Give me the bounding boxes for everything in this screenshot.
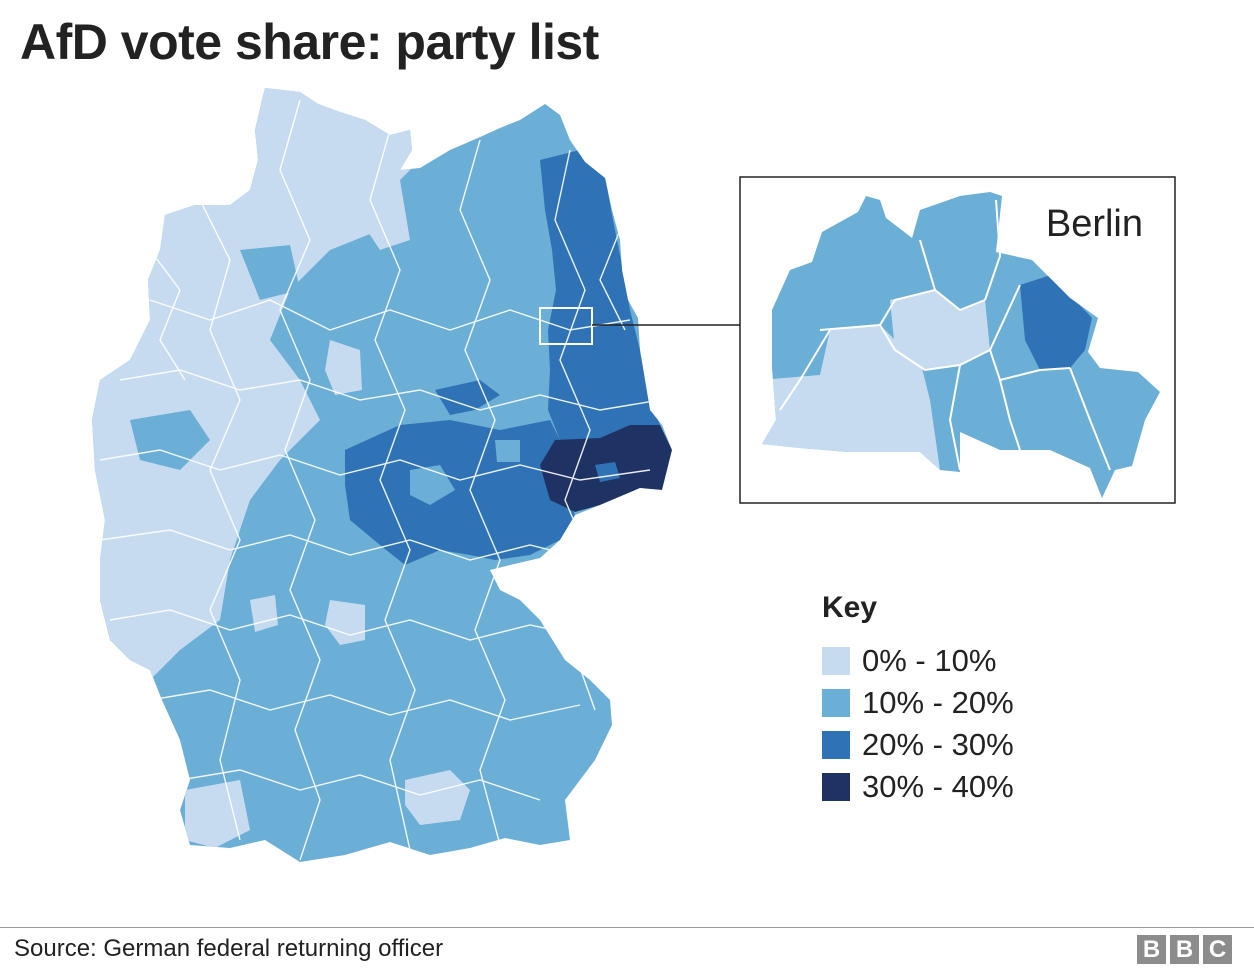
region-northeast-high bbox=[540, 150, 660, 445]
legend-label-10-20: 10% - 20% bbox=[862, 685, 1014, 720]
region-south-low-1 bbox=[185, 780, 250, 848]
region-northwest-mid bbox=[240, 245, 300, 300]
legend-swatch-0-10 bbox=[822, 647, 850, 675]
berlin-district-center-low bbox=[890, 290, 990, 370]
bbc-logo-letter-1: B bbox=[1137, 935, 1166, 964]
germany-map bbox=[92, 88, 672, 862]
bbc-logo-letter-3: C bbox=[1203, 935, 1232, 964]
region-ruhr-mid bbox=[130, 410, 210, 470]
legend-label-30-40: 30% - 40% bbox=[862, 769, 1014, 804]
legend-title: Key bbox=[822, 591, 878, 624]
footer-divider bbox=[0, 927, 1254, 928]
legend-item-20-30: 20% - 30% bbox=[822, 724, 1014, 766]
legend-item-30-40: 30% - 40% bbox=[822, 766, 1014, 808]
berlin-locator-box bbox=[539, 307, 593, 345]
legend: Key 0% - 10% 10% - 20% 20% - 30% 30% - 4… bbox=[822, 590, 1014, 808]
region-bremen-low bbox=[325, 340, 362, 395]
legend-item-0-10: 0% - 10% bbox=[822, 640, 1014, 682]
choropleth-map: Berlin bbox=[92, 88, 1176, 862]
legend-item-10-20: 10% - 20% bbox=[822, 682, 1014, 724]
region-leipzig-mid bbox=[495, 440, 520, 462]
bbc-logo: B B C bbox=[1137, 935, 1232, 964]
inset-label: Berlin bbox=[1046, 203, 1143, 245]
region-munich-low bbox=[405, 770, 470, 825]
legend-swatch-10-20 bbox=[822, 689, 850, 717]
bbc-logo-letter-2: B bbox=[1170, 935, 1199, 964]
legend-swatch-30-40 bbox=[822, 773, 850, 801]
map-title: AfD vote share: party list bbox=[20, 14, 599, 70]
berlin-district-borders bbox=[779, 199, 1111, 471]
legend-label-20-30: 20% - 30% bbox=[862, 727, 1014, 762]
region-saxony-anhalt-high bbox=[435, 380, 500, 415]
legend-label-0-10: 0% - 10% bbox=[862, 643, 997, 678]
legend-swatch-20-30 bbox=[822, 731, 850, 759]
berlin-district-marzahn-high bbox=[1020, 272, 1092, 370]
berlin-district-southwest-low bbox=[762, 325, 940, 470]
region-thuringia-saxony-high bbox=[345, 420, 575, 565]
source-credit: Source: German federal returning officer bbox=[14, 935, 444, 962]
